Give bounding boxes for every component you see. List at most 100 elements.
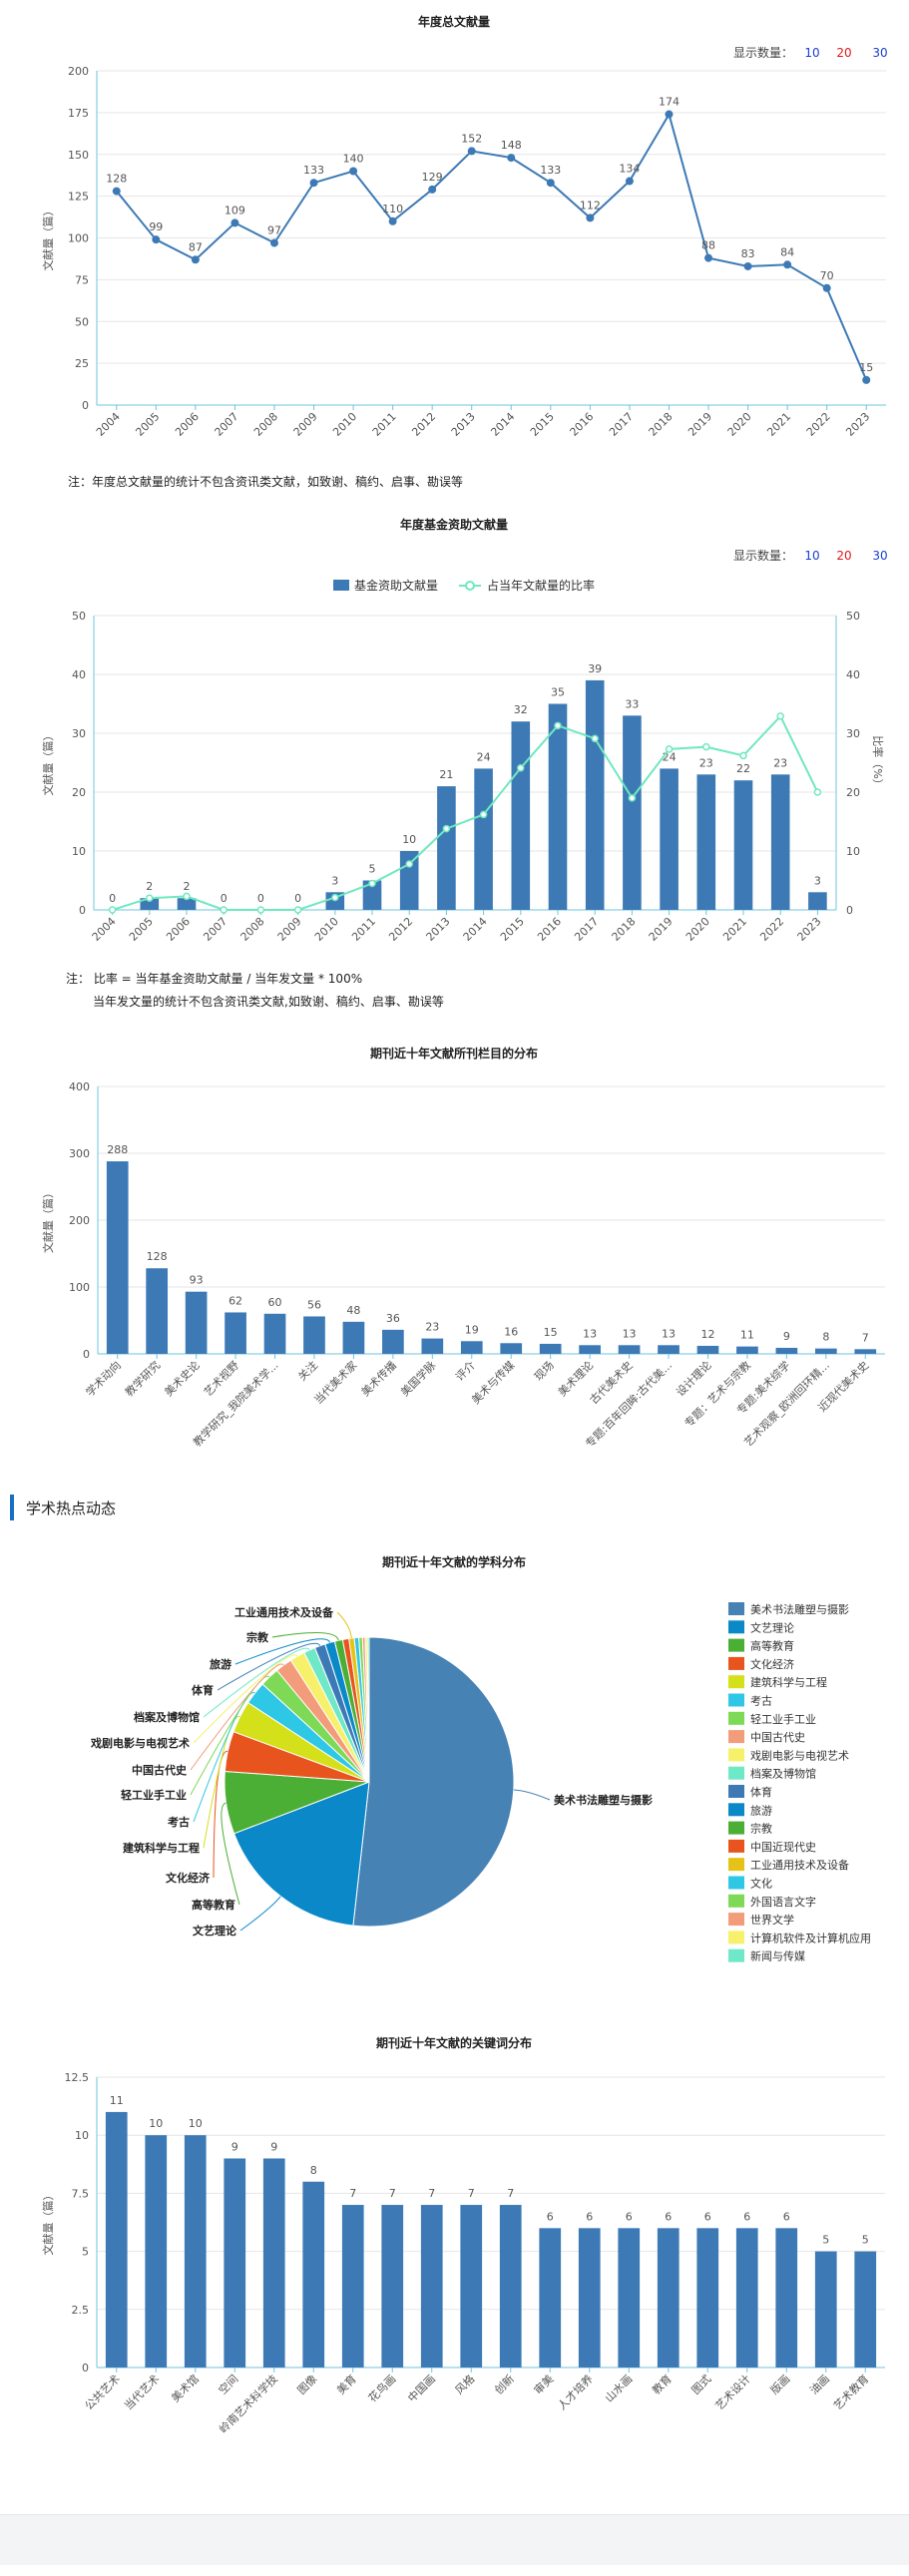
x-tick-label: 2019 bbox=[685, 410, 714, 439]
bar-value-label: 35 bbox=[551, 686, 565, 699]
legend-swatch bbox=[728, 1785, 744, 1798]
data-label: 88 bbox=[701, 239, 715, 252]
bar bbox=[146, 1268, 169, 1354]
x-tick-label: 2013 bbox=[424, 915, 453, 944]
data-label: 129 bbox=[422, 171, 443, 184]
ratio-point bbox=[368, 879, 376, 888]
legend-label: 世界文学 bbox=[750, 1913, 794, 1927]
x-tick-label: 美国学脉 bbox=[397, 1358, 438, 1399]
y-tick-label: 100 bbox=[69, 1281, 90, 1294]
section-accent bbox=[10, 1495, 14, 1520]
count-option-30[interactable]: 30 bbox=[872, 46, 887, 60]
bar bbox=[185, 1291, 208, 1354]
legend-label: 中国古代史 bbox=[750, 1731, 805, 1744]
y-tick-label: 400 bbox=[69, 1080, 90, 1093]
bar-value-label: 10 bbox=[189, 2117, 203, 2130]
count-option-10[interactable]: 10 bbox=[804, 549, 819, 563]
x-tick-label: 油画 bbox=[806, 2371, 831, 2396]
bar-value-label: 9 bbox=[270, 2140, 277, 2153]
data-label: 174 bbox=[659, 96, 680, 109]
legend-label: 外国语言文字 bbox=[750, 1895, 816, 1909]
legend-swatch bbox=[728, 1839, 744, 1853]
ratio-point bbox=[628, 794, 637, 802]
bar bbox=[302, 2181, 325, 2367]
data-label: 133 bbox=[303, 164, 324, 177]
count-option-20[interactable]: 20 bbox=[836, 549, 851, 563]
section-title: 学术热点动态 bbox=[26, 1499, 117, 1517]
y-tick-label: 50 bbox=[72, 610, 86, 623]
chart-title: 期刊近十年文献所刊栏目的分布 bbox=[370, 1046, 538, 1061]
x-tick-label: 审美 bbox=[531, 2371, 556, 2396]
x-tick-label: 美术理论 bbox=[555, 1358, 596, 1399]
bar-value-label: 7 bbox=[389, 2187, 396, 2200]
bar bbox=[814, 2251, 837, 2367]
callout-line bbox=[336, 1611, 352, 1639]
x-tick-label: 专题：艺术与宗教 bbox=[682, 1358, 753, 1430]
bar bbox=[511, 721, 531, 910]
legend-label: 文艺理论 bbox=[750, 1620, 794, 1634]
bar bbox=[184, 2135, 207, 2367]
x-tick-label: 美育 bbox=[333, 2371, 358, 2396]
bar bbox=[854, 2251, 877, 2367]
x-tick-label: 美术史论 bbox=[162, 1358, 203, 1399]
bar bbox=[733, 780, 753, 910]
data-point bbox=[349, 167, 358, 176]
chart-title: 期刊近十年文献的学科分布 bbox=[382, 1554, 526, 1569]
legend-label: 建筑科学与工程 bbox=[750, 1675, 827, 1689]
bar-value-label: 10 bbox=[149, 2117, 163, 2130]
x-tick-label: 设计理论 bbox=[674, 1358, 714, 1399]
legend-label: 文化 bbox=[750, 1877, 772, 1891]
bar-value-label: 11 bbox=[740, 1329, 754, 1342]
data-label: 152 bbox=[461, 132, 482, 145]
ratio-point bbox=[776, 712, 784, 720]
bar-value-label: 9 bbox=[231, 2140, 238, 2153]
callout-label: 美术书法雕塑与摄影 bbox=[554, 1793, 653, 1807]
bar-value-label: 8 bbox=[822, 1331, 829, 1344]
x-tick-label: 当代美术家 bbox=[311, 1358, 360, 1407]
bar-value-label: 16 bbox=[504, 1325, 518, 1338]
bar-value-label: 24 bbox=[477, 750, 491, 763]
bar bbox=[145, 2135, 168, 2367]
bar bbox=[770, 774, 790, 910]
callout-label: 旅游 bbox=[210, 1657, 231, 1671]
bar-value-label: 5 bbox=[822, 2234, 829, 2247]
bar-value-label: 21 bbox=[439, 768, 453, 781]
y-tick-label: 0 bbox=[82, 399, 89, 412]
legend-label: 高等教育 bbox=[750, 1639, 794, 1653]
y2-tick-label: 0 bbox=[846, 904, 853, 917]
ratio-point bbox=[739, 751, 747, 760]
data-label: 128 bbox=[106, 173, 127, 186]
x-tick-label: 关注 bbox=[295, 1358, 320, 1383]
ratio-point bbox=[331, 893, 339, 902]
bar bbox=[341, 2205, 364, 2367]
x-tick-label: 美术与传媒 bbox=[469, 1359, 517, 1407]
bar-value-label: 6 bbox=[586, 2210, 593, 2223]
bar-value-label: 6 bbox=[743, 2210, 750, 2223]
count-option-30[interactable]: 30 bbox=[872, 549, 887, 563]
count-option-10[interactable]: 10 bbox=[804, 46, 819, 60]
bar-value-label: 15 bbox=[544, 1326, 558, 1339]
legend-label: 文化经济 bbox=[750, 1657, 794, 1671]
x-tick-label: 2008 bbox=[238, 915, 267, 944]
y-tick-label: 150 bbox=[68, 149, 89, 162]
ratio-point bbox=[813, 788, 822, 796]
legend-label: 轻工业手工业 bbox=[750, 1712, 816, 1726]
ratio-point bbox=[591, 734, 599, 743]
count-option-20[interactable]: 20 bbox=[836, 46, 851, 60]
x-tick-label: 学术动向 bbox=[83, 1358, 124, 1399]
x-tick-label: 美术传播 bbox=[358, 1358, 399, 1399]
legend-swatch bbox=[728, 1748, 744, 1762]
bar bbox=[460, 2205, 483, 2367]
legend-label: 工业通用技术及设备 bbox=[750, 1858, 849, 1872]
legend-label: 戏剧电影与电视艺术 bbox=[750, 1748, 849, 1762]
data-point bbox=[428, 185, 437, 194]
bar-value-label: 2 bbox=[146, 880, 153, 893]
data-point bbox=[862, 375, 871, 384]
bar-value-label: 6 bbox=[704, 2210, 711, 2223]
legend-swatch bbox=[728, 1803, 744, 1817]
bar-value-label: 13 bbox=[662, 1327, 676, 1340]
y-tick-label: 200 bbox=[68, 65, 89, 78]
y-tick-label: 100 bbox=[68, 232, 89, 245]
data-point bbox=[665, 110, 674, 119]
bar-value-label: 23 bbox=[773, 756, 787, 769]
